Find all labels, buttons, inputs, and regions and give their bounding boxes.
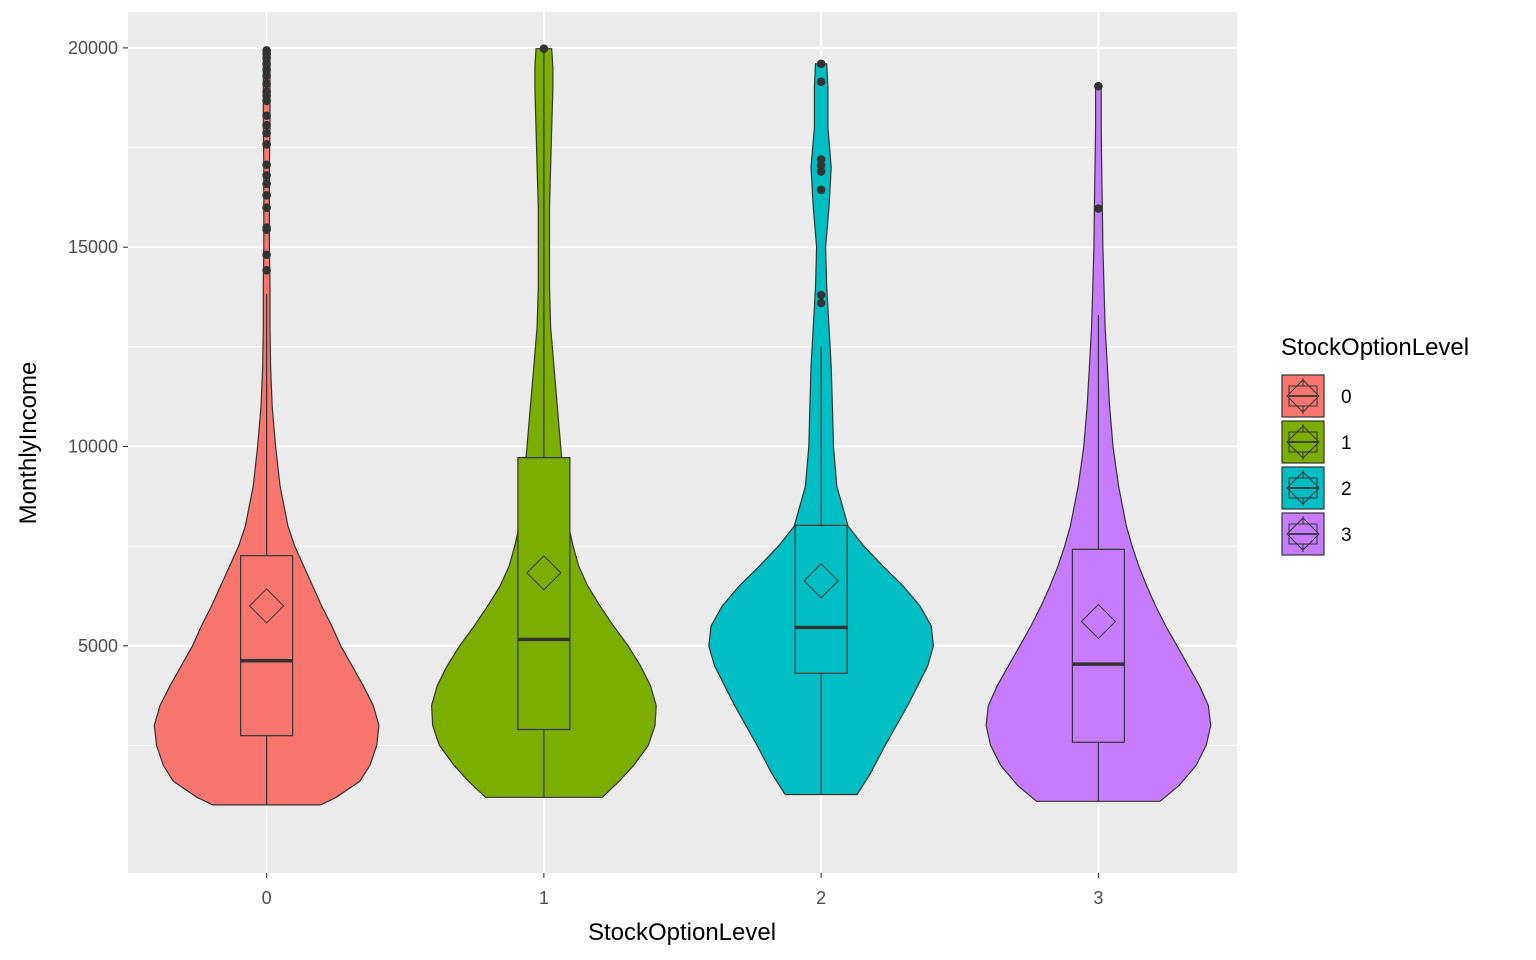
outlier-point	[816, 77, 826, 87]
outlier-point	[262, 191, 271, 200]
outlier-point	[262, 59, 271, 69]
outlier-point	[816, 155, 826, 164]
legend-diamond-glyph	[1286, 471, 1320, 505]
boxplot-1	[517, 44, 571, 798]
outlier-point	[262, 179, 271, 189]
mean-diamond	[526, 555, 562, 591]
legend-label-3: 3	[1341, 525, 1352, 546]
legend-label-2: 2	[1341, 479, 1352, 500]
boxplot-0	[240, 45, 294, 805]
x-tick-label: 1	[539, 888, 549, 908]
outlier-point	[262, 128, 271, 138]
legend-label-1: 1	[1341, 433, 1352, 454]
outlier-point	[262, 71, 271, 81]
outlier-point	[816, 59, 826, 69]
outlier-point	[262, 171, 271, 180]
legend-key-1	[1281, 420, 1325, 464]
outlier-point	[816, 167, 826, 176]
outlier-point	[262, 120, 271, 130]
outlier-point	[262, 160, 271, 169]
outlier-point	[262, 250, 271, 260]
outlier-point	[262, 203, 271, 213]
legend-title: StockOptionLevel	[1281, 334, 1469, 361]
boxplots	[240, 44, 1125, 805]
box-iqr	[1071, 548, 1125, 743]
x-tick-label: 0	[262, 888, 272, 908]
box-iqr	[240, 555, 294, 737]
outlier-point	[262, 223, 271, 232]
outlier-point	[262, 266, 271, 275]
outlier-point	[262, 87, 271, 97]
outlier-point	[816, 185, 826, 195]
y-tick-label: 10000	[68, 436, 118, 456]
x-tick-label: 3	[1093, 888, 1103, 908]
outlier-point	[1094, 204, 1103, 213]
y-axis-ticks: 5000 10000 15000 20000	[68, 38, 128, 656]
legend-diamond-glyph	[1286, 517, 1320, 551]
outlier-point	[816, 290, 826, 300]
y-tick-label: 20000	[68, 38, 118, 58]
outlier-point	[262, 79, 271, 89]
outlier-point	[1094, 81, 1103, 91]
mean-diamond	[803, 563, 839, 599]
legend-key-0	[1281, 374, 1325, 418]
legend-diamond-glyph	[1286, 379, 1320, 413]
legend: StockOptionLevel 0 1 2 3	[1281, 334, 1469, 556]
y-tick-label: 5000	[78, 636, 118, 656]
legend-key-3	[1281, 512, 1325, 556]
mean-diamond	[1080, 603, 1117, 640]
outlier-point	[262, 45, 271, 55]
outlier-point	[816, 298, 826, 308]
boxplot-2	[794, 59, 848, 795]
outlier-point	[262, 111, 271, 120]
x-axis-title: StockOptionLevel	[588, 919, 776, 946]
y-axis-title: MonthlyIncome	[15, 362, 42, 525]
box-iqr	[794, 524, 848, 674]
legend-key-2	[1281, 466, 1325, 510]
outlier-point	[816, 161, 826, 170]
legend-diamond-glyph	[1286, 425, 1320, 459]
outlier-point	[539, 44, 549, 53]
outlier-point	[262, 140, 271, 149]
x-tick-label: 2	[816, 888, 826, 908]
x-axis-ticks: 0 1 2 3	[262, 873, 1103, 908]
mean-diamond	[248, 588, 285, 624]
y-tick-label: 15000	[68, 237, 118, 257]
legend-label-0: 0	[1341, 387, 1352, 408]
boxplot-3	[1071, 81, 1125, 802]
box-iqr	[517, 457, 571, 731]
outlier-point	[262, 65, 271, 75]
